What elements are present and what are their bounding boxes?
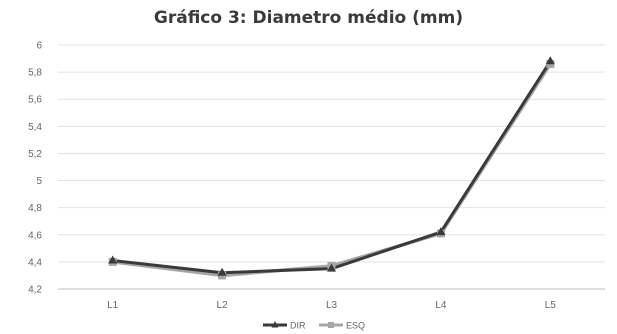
x-tick-label: L2	[217, 300, 229, 311]
chart-title: Gráfico 3: Diametro médio (mm)	[153, 8, 464, 28]
y-tick-label: 5,4	[28, 122, 42, 133]
data-point-dir	[545, 56, 555, 65]
legend-label-dir: DIR	[290, 321, 306, 331]
x-tick-label: L3	[326, 300, 338, 311]
y-tick-label: 4,8	[28, 203, 42, 214]
y-tick-label: 4,6	[28, 230, 42, 241]
y-tick-label: 5,2	[28, 149, 42, 160]
x-tick-label: L1	[107, 300, 119, 311]
y-tick-label: 6	[36, 41, 42, 52]
x-tick-label: L5	[545, 300, 557, 311]
y-tick-label: 5,6	[28, 95, 42, 106]
y-tick-label: 4,4	[28, 257, 42, 268]
y-tick-label: 4,2	[28, 285, 42, 296]
y-tick-label: 5,8	[28, 68, 42, 79]
legend-label-esq: ESQ	[346, 321, 365, 331]
y-tick-label: 5	[36, 176, 42, 187]
series-line-esq	[112, 63, 552, 278]
data-point-dir	[108, 255, 118, 264]
data-point-dir	[217, 267, 227, 276]
data-point-dir	[327, 263, 336, 272]
data-point-dir	[436, 227, 446, 236]
legend-marker-dir	[271, 321, 279, 328]
legend-marker-esq	[328, 322, 334, 328]
x-tick-label: L4	[435, 300, 447, 311]
